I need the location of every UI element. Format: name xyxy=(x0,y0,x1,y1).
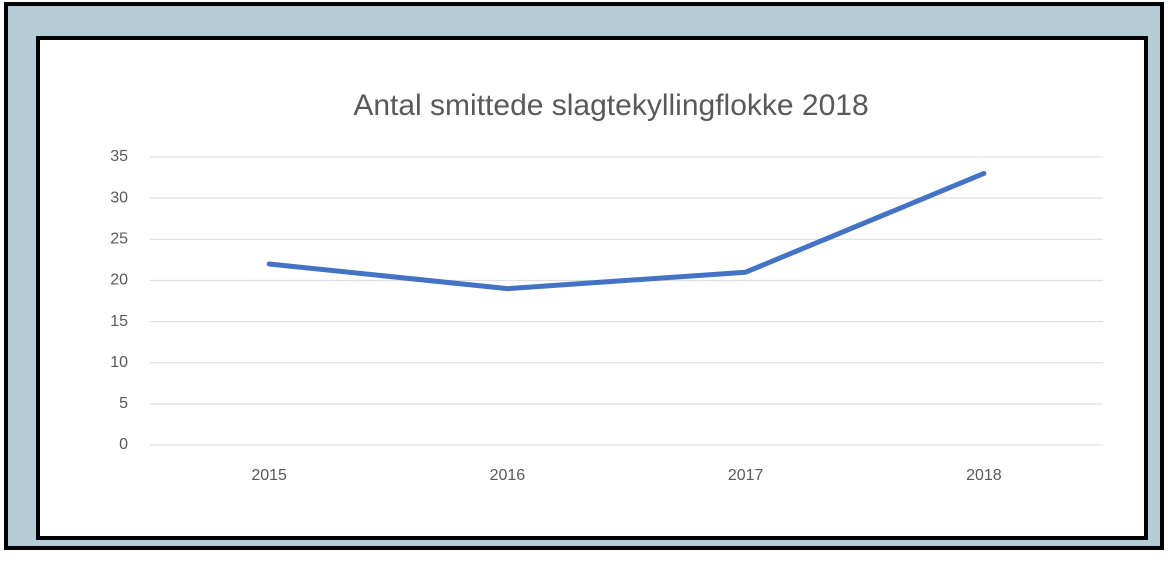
y-tick-label: 20 xyxy=(110,272,128,289)
x-tick-label: 2015 xyxy=(251,467,287,484)
x-tick-label: 2016 xyxy=(490,467,526,484)
x-tick-label: 2017 xyxy=(728,467,764,484)
chart-panel xyxy=(36,36,1148,540)
y-tick-label: 30 xyxy=(110,189,128,206)
y-tick-label: 35 xyxy=(110,148,128,165)
y-tick-label: 5 xyxy=(119,395,128,412)
y-tick-label: 15 xyxy=(110,313,128,330)
y-tick-label: 0 xyxy=(119,436,128,453)
y-tick-label: 10 xyxy=(110,354,128,371)
data-line xyxy=(266,170,987,292)
chart-title: Antal smittede slagtekyllingflokke 2018 xyxy=(353,89,868,122)
x-tick-label: 2018 xyxy=(966,467,1002,484)
y-tick-label: 25 xyxy=(110,231,128,248)
